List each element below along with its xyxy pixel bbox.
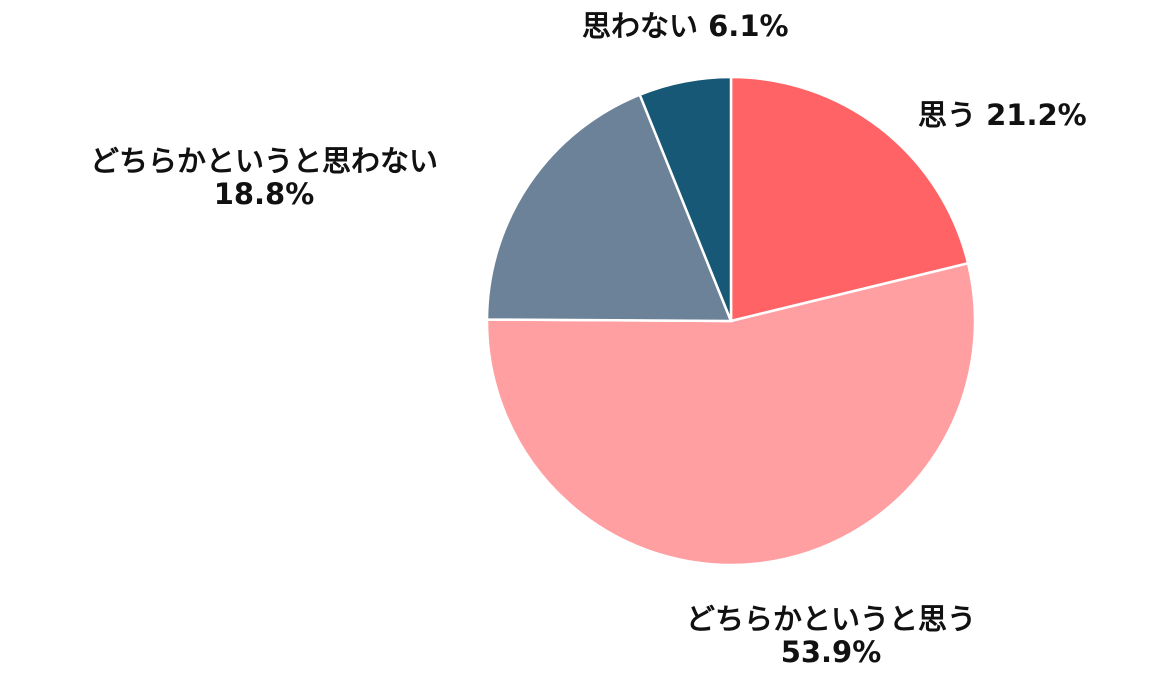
slice-percent: 21.2% <box>986 98 1087 132</box>
slice-omowanai <box>638 75 733 322</box>
slice-label-dochiraka-omowanai: どちらかというと思わない 18.8% <box>38 144 490 212</box>
slice-name: 思わない <box>582 9 699 43</box>
slice-percent: 6.1% <box>708 9 789 43</box>
slice-name: どちらかというと思う <box>685 602 976 636</box>
slice-label-omou: 思う 21.2% <box>918 98 1087 132</box>
slice-percent: 18.8% <box>213 177 315 212</box>
slice-name: 思う <box>918 98 977 132</box>
slice-label-dochiraka-omou: どちらかというと思う 53.9% <box>655 602 1007 670</box>
slice-dochiraka-omowanai <box>485 93 733 323</box>
slice-percent: 53.9% <box>780 635 882 670</box>
slice-dochiraka-omou <box>485 261 977 567</box>
slice-omou <box>729 75 970 323</box>
slice-name: どちらかというと思わない <box>89 144 438 178</box>
slice-label-omowanai: 思わない 6.1% <box>582 9 789 43</box>
